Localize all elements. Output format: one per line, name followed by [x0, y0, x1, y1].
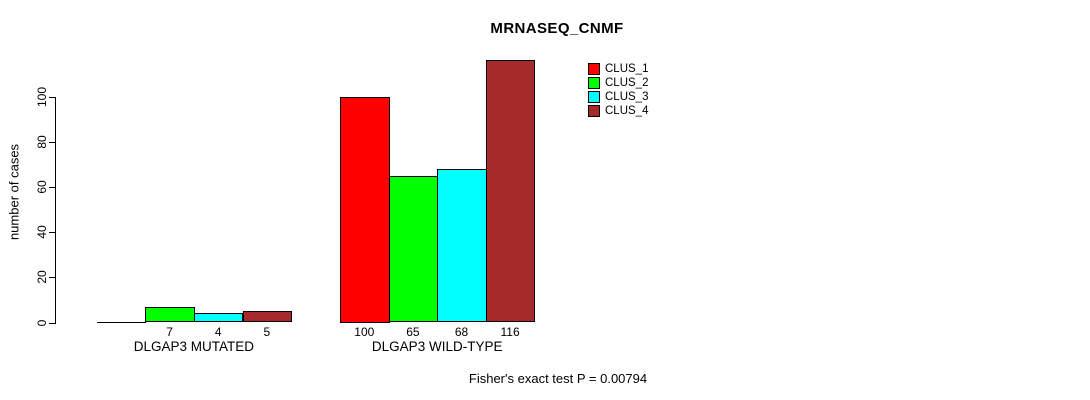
- y-axis-tick-label: 60: [35, 180, 49, 194]
- legend-swatch: [588, 63, 600, 75]
- y-axis-tick: [49, 322, 56, 324]
- y-axis-tick-label: 20: [35, 270, 49, 284]
- legend-item: CLUS_2: [588, 76, 648, 90]
- bar-clus_1-group1-zero: [96, 322, 147, 323]
- legend: CLUS_1 CLUS_2 CLUS_3 CLUS_4: [588, 62, 648, 118]
- legend-item-label: CLUS_4: [605, 105, 649, 117]
- bar-value-label: 116: [500, 324, 520, 339]
- bar-value-label: 4: [214, 324, 222, 339]
- y-axis-line: [55, 96, 56, 324]
- y-axis-tick: [49, 232, 56, 234]
- legend-swatch: [588, 77, 600, 89]
- bar-clus_4-group2: [485, 60, 536, 323]
- y-axis-tick-label: 0: [35, 319, 49, 326]
- group-label: DLGAP3 MUTATED: [133, 339, 255, 354]
- bar-clus_4-group1: [242, 311, 293, 323]
- legend-item: CLUS_4: [588, 104, 648, 118]
- group-label: DLGAP3 WILD-TYPE: [371, 339, 503, 354]
- y-axis-tick: [49, 141, 56, 143]
- bar-value-label: 68: [454, 324, 469, 339]
- legend-item-label: CLUS_1: [605, 63, 649, 75]
- y-axis-tick: [49, 277, 56, 279]
- bar-clus_3-group1: [193, 313, 244, 323]
- y-axis-tick-label: 80: [35, 135, 49, 149]
- bar-value-label: 65: [406, 324, 420, 339]
- bar-clus_2-group2: [388, 175, 439, 323]
- legend-item: CLUS_1: [588, 62, 648, 76]
- y-axis-tick-label: 40: [35, 225, 49, 239]
- bar-clus_1-group2: [340, 96, 390, 323]
- chart-title: MRNASEQ_CNMF: [490, 20, 624, 37]
- legend-item: CLUS_3: [588, 90, 648, 104]
- legend-item-label: CLUS_3: [605, 91, 649, 103]
- y-axis-tick: [49, 96, 56, 98]
- y-axis-tick: [49, 186, 56, 188]
- legend-item-label: CLUS_2: [605, 77, 649, 89]
- legend-swatch: [588, 105, 600, 117]
- bar-value-label: 5: [263, 324, 271, 339]
- bar-clus_3-group2: [437, 168, 487, 323]
- y-axis-tick-label: 100: [35, 86, 49, 107]
- bar-clus_2-group1: [145, 306, 195, 323]
- legend-swatch: [588, 91, 600, 103]
- bar-value-label: 100: [354, 324, 375, 339]
- bar-value-label: 7: [166, 324, 173, 339]
- footnote-fisher-test: Fisher's exact test P = 0.00794: [468, 371, 648, 386]
